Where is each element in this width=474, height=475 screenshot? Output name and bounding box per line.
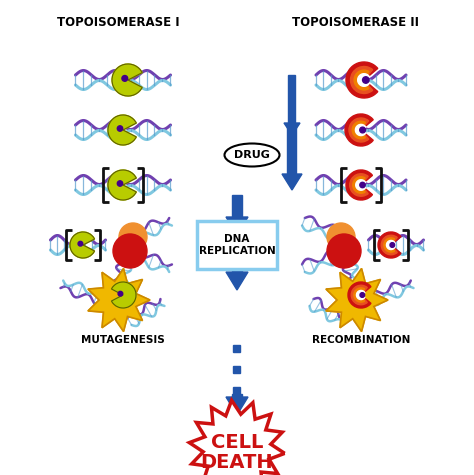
Polygon shape	[284, 123, 300, 135]
Wedge shape	[70, 232, 94, 258]
Text: DRUG: DRUG	[234, 150, 270, 160]
Circle shape	[360, 293, 365, 297]
Circle shape	[360, 127, 365, 133]
FancyBboxPatch shape	[197, 221, 277, 269]
Wedge shape	[346, 62, 378, 98]
Wedge shape	[108, 170, 137, 200]
Polygon shape	[226, 217, 248, 235]
Polygon shape	[282, 174, 302, 190]
Circle shape	[390, 243, 395, 247]
Wedge shape	[356, 290, 365, 300]
Wedge shape	[348, 282, 371, 308]
Circle shape	[122, 76, 128, 81]
Wedge shape	[353, 177, 365, 193]
Text: MUTAGENESIS: MUTAGENESIS	[81, 335, 165, 345]
Polygon shape	[232, 195, 242, 217]
Circle shape	[78, 241, 83, 246]
Circle shape	[117, 126, 123, 131]
Wedge shape	[358, 74, 369, 86]
Text: TOPOISOMERASE II: TOPOISOMERASE II	[292, 16, 419, 29]
Circle shape	[119, 223, 147, 251]
Polygon shape	[232, 394, 242, 397]
Polygon shape	[234, 387, 240, 393]
Wedge shape	[378, 232, 401, 258]
Wedge shape	[384, 238, 394, 252]
Polygon shape	[234, 344, 240, 352]
Wedge shape	[381, 235, 397, 255]
Text: CELL: CELL	[211, 433, 263, 452]
Polygon shape	[189, 400, 285, 475]
Polygon shape	[234, 365, 240, 372]
Text: DEATH: DEATH	[201, 453, 273, 472]
Text: TOPOISOMERASE I: TOPOISOMERASE I	[57, 16, 179, 29]
Circle shape	[327, 234, 361, 268]
Wedge shape	[349, 118, 369, 142]
Wedge shape	[111, 282, 136, 308]
Wedge shape	[356, 180, 365, 190]
Circle shape	[118, 291, 123, 296]
Wedge shape	[386, 240, 395, 249]
Circle shape	[117, 181, 123, 186]
Wedge shape	[354, 288, 365, 302]
Wedge shape	[350, 66, 373, 94]
Wedge shape	[350, 174, 368, 196]
Circle shape	[360, 182, 365, 188]
Polygon shape	[288, 125, 297, 174]
Circle shape	[113, 234, 147, 268]
Wedge shape	[356, 124, 366, 135]
Text: RECOMBINATION: RECOMBINATION	[312, 335, 410, 345]
Wedge shape	[352, 121, 365, 139]
Polygon shape	[232, 265, 242, 272]
Text: DNA
REPLICATION: DNA REPLICATION	[199, 234, 275, 256]
Polygon shape	[226, 397, 248, 415]
Wedge shape	[354, 70, 369, 90]
Polygon shape	[88, 268, 150, 332]
Ellipse shape	[225, 143, 280, 167]
Wedge shape	[108, 115, 137, 145]
Polygon shape	[326, 268, 388, 332]
Wedge shape	[345, 114, 373, 146]
Polygon shape	[289, 75, 295, 123]
Circle shape	[327, 223, 355, 251]
Wedge shape	[346, 170, 373, 200]
Circle shape	[363, 77, 369, 83]
Polygon shape	[226, 272, 248, 290]
Wedge shape	[112, 64, 142, 96]
Wedge shape	[351, 285, 367, 305]
